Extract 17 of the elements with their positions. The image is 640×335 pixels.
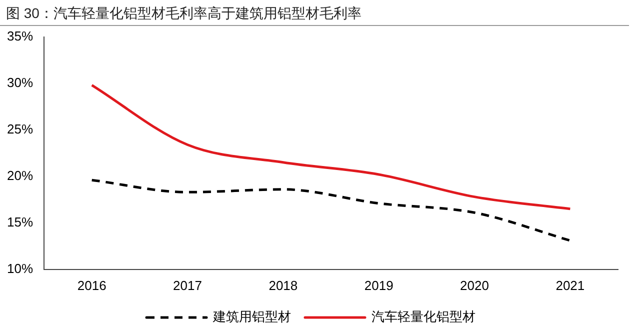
x-tick-label: 2021 <box>556 278 585 293</box>
x-tick-label: 2020 <box>460 278 489 293</box>
legend-label: 建筑用铝型材 <box>212 309 291 324</box>
line-series <box>90 84 572 210</box>
line-series <box>90 178 572 242</box>
x-tick-label: 2018 <box>268 278 298 293</box>
x-tick-label: 2016 <box>77 278 106 293</box>
y-tick-label: 20% <box>6 168 34 183</box>
chart-title: 图 30：汽车轻量化铝型材毛利率高于建筑用铝型材毛利率 <box>0 0 629 26</box>
y-tick-label: 10% <box>6 260 34 276</box>
y-tick-label: 30% <box>6 74 34 90</box>
y-tick-label: 15% <box>6 214 34 230</box>
legend-label: 汽车轻量化铝型材 <box>372 309 476 324</box>
x-tick-label: 2017 <box>173 278 202 293</box>
x-tick-label: 2019 <box>364 278 394 293</box>
y-tick-label: 25% <box>6 121 34 136</box>
y-tick-label: 35% <box>6 28 34 44</box>
